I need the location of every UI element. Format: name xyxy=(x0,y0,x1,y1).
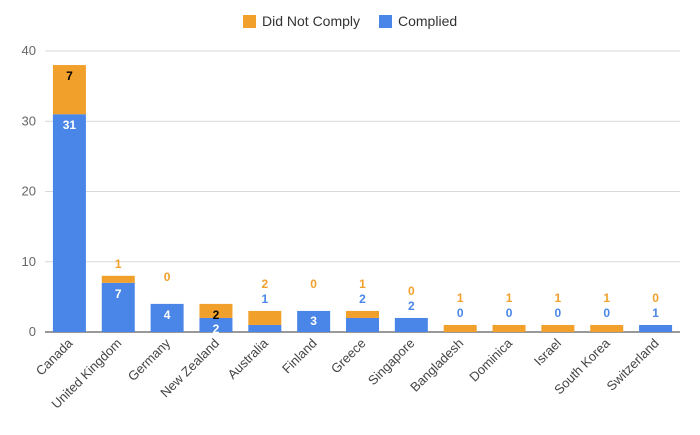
data-label-did-not-comply: 2 xyxy=(261,277,268,291)
y-tick-label: 30 xyxy=(22,113,36,128)
data-label-complied: 7 xyxy=(115,287,122,301)
bar-did-not-comply xyxy=(541,324,575,332)
data-label-did-not-comply: 0 xyxy=(652,291,659,305)
legend-label: Did Not Comply xyxy=(262,13,360,29)
data-label-complied: 1 xyxy=(261,292,268,306)
bar-did-not-comply xyxy=(443,324,477,332)
data-label-did-not-comply: 1 xyxy=(555,291,562,305)
bar-complied xyxy=(248,324,282,332)
bar-did-not-comply xyxy=(248,310,282,325)
legend-label: Complied xyxy=(398,13,457,29)
x-tick-label: Switzerland xyxy=(604,336,662,394)
data-label-did-not-comply: 7 xyxy=(66,69,73,83)
bar-complied xyxy=(394,317,428,332)
bars xyxy=(52,65,673,332)
data-label-complied: 2 xyxy=(408,299,415,313)
x-tick-label: Germany xyxy=(125,335,174,384)
legend-swatch xyxy=(379,15,392,28)
data-label-did-not-comply: 1 xyxy=(603,291,610,305)
x-tick-label: Israel xyxy=(531,335,564,368)
data-label-did-not-comply: 1 xyxy=(359,277,366,291)
y-axis: 0 10 20 30 40 xyxy=(22,43,36,339)
x-tick-label: Australia xyxy=(225,335,272,382)
data-label-did-not-comply: 0 xyxy=(310,277,317,291)
data-label-complied: 2 xyxy=(213,322,220,336)
x-tick-label: Canada xyxy=(33,335,76,378)
y-tick-label: 0 xyxy=(29,324,36,339)
y-tick-label: 10 xyxy=(22,254,36,269)
data-label-did-not-comply: 1 xyxy=(506,291,513,305)
bar-complied xyxy=(297,310,331,332)
bar-did-not-comply xyxy=(52,65,86,115)
y-tick-label: 40 xyxy=(22,43,36,58)
data-label-complied: 0 xyxy=(457,306,464,320)
bar-complied xyxy=(639,324,673,332)
bar-complied xyxy=(52,114,86,332)
data-label-complied: 4 xyxy=(164,308,171,322)
x-tick-label: Dominica xyxy=(466,335,515,384)
legend-swatch xyxy=(243,15,256,28)
x-tick-label: Finland xyxy=(279,336,320,377)
data-label-complied: 1 xyxy=(652,306,659,320)
y-tick-label: 20 xyxy=(22,184,36,199)
bar-did-not-comply xyxy=(101,275,135,283)
bar-did-not-comply xyxy=(492,324,526,332)
bar-complied xyxy=(346,317,379,332)
data-label-did-not-comply: 0 xyxy=(408,284,415,298)
x-tick-label: Bangladesh xyxy=(407,336,466,395)
bar-complied xyxy=(150,303,184,332)
data-label-complied: 0 xyxy=(555,306,562,320)
data-label-complied: 0 xyxy=(506,306,513,320)
data-label-did-not-comply: 1 xyxy=(115,257,122,271)
bar-did-not-comply xyxy=(590,324,624,332)
bar-did-not-comply xyxy=(199,303,233,318)
bar-complied xyxy=(199,317,233,332)
x-tick-label: Singapore xyxy=(365,336,418,389)
x-tick-label: Greece xyxy=(328,336,369,377)
bar-did-not-comply xyxy=(346,310,379,318)
bar-complied xyxy=(101,282,135,332)
data-label-complied: 3 xyxy=(310,314,317,328)
data-label-did-not-comply: 1 xyxy=(457,291,464,305)
legend: Did Not Comply Complied xyxy=(243,13,457,29)
data-label-complied: 0 xyxy=(603,306,610,320)
data-label-complied: 2 xyxy=(359,292,366,306)
data-label-did-not-comply: 0 xyxy=(164,270,171,284)
data-label-complied: 31 xyxy=(63,118,77,132)
data-label-did-not-comply: 2 xyxy=(213,308,220,322)
